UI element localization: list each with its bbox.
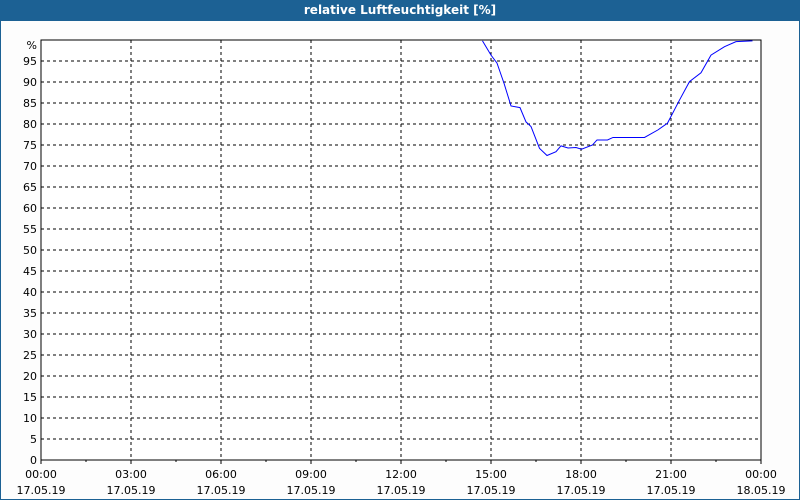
y-tick-label: 45 bbox=[23, 265, 37, 278]
x-tick-date: 17.05.19 bbox=[287, 484, 336, 497]
x-tick-time: 09:00 bbox=[295, 468, 327, 481]
x-tick-time: 00:00 bbox=[745, 468, 777, 481]
y-tick-label: 75 bbox=[23, 139, 37, 152]
y-tick-label: 40 bbox=[23, 286, 37, 299]
y-tick-label: 20 bbox=[23, 370, 37, 383]
y-tick-label: 65 bbox=[23, 181, 37, 194]
x-tick-time: 06:00 bbox=[205, 468, 237, 481]
y-tick-label: 0 bbox=[30, 454, 37, 467]
y-tick-label: 10 bbox=[23, 412, 37, 425]
x-tick-date: 17.05.19 bbox=[17, 484, 66, 497]
x-tick-date: 18.05.19 bbox=[737, 484, 786, 497]
x-tick-time: 00:00 bbox=[25, 468, 57, 481]
x-tick-date: 17.05.19 bbox=[557, 484, 606, 497]
y-tick-label: 15 bbox=[23, 391, 37, 404]
y-tick-label: 95 bbox=[23, 55, 37, 68]
x-tick-date: 17.05.19 bbox=[197, 484, 246, 497]
y-tick-label: 35 bbox=[23, 307, 37, 320]
plot-frame bbox=[40, 39, 762, 461]
y-tick-label: 55 bbox=[23, 223, 37, 236]
x-tick-time: 12:00 bbox=[385, 468, 417, 481]
y-tick-label: 85 bbox=[23, 97, 37, 110]
y-tick-label: 80 bbox=[23, 118, 37, 131]
y-tick-label: 70 bbox=[23, 160, 37, 173]
x-tick-time: 21:00 bbox=[655, 468, 687, 481]
x-tick-date: 17.05.19 bbox=[467, 484, 516, 497]
y-axis-unit-label: % bbox=[27, 39, 37, 52]
x-tick-time: 15:00 bbox=[475, 468, 507, 481]
chart-title: relative Luftfeuchtigkeit [%] bbox=[1, 0, 799, 21]
x-tick-time: 18:00 bbox=[565, 468, 597, 481]
y-tick-label: 50 bbox=[23, 244, 37, 257]
y-tick-label: 30 bbox=[23, 328, 37, 341]
y-tick-label: 25 bbox=[23, 349, 37, 362]
y-tick-label: 5 bbox=[30, 433, 37, 446]
x-tick-date: 17.05.19 bbox=[107, 484, 156, 497]
y-tick-label: 60 bbox=[23, 202, 37, 215]
x-tick-time: 03:00 bbox=[115, 468, 147, 481]
x-tick-date: 17.05.19 bbox=[377, 484, 426, 497]
x-tick-date: 17.05.19 bbox=[647, 484, 696, 497]
y-tick-label: 90 bbox=[23, 76, 37, 89]
